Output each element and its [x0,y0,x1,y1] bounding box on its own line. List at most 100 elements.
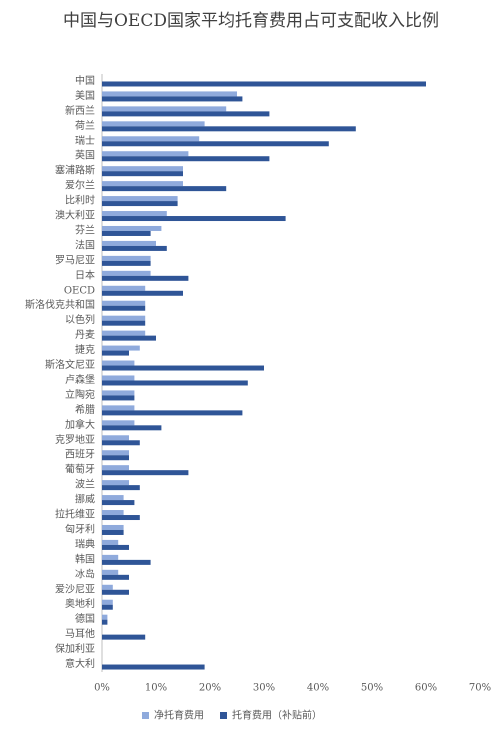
y-tick-label: 荷兰 [75,119,95,132]
y-tick-label: 葡萄牙 [65,463,95,476]
bar [102,285,146,291]
bar [102,136,200,142]
y-tick-label: 爱沙尼亚 [55,582,95,595]
y-tick-label: 英国 [75,149,95,162]
bar [102,315,146,321]
y-tick-label: 瑞典 [75,537,95,550]
y-tick-label: 希腊 [75,403,95,416]
bar [102,330,146,336]
bar [102,81,426,87]
y-tick-label: 芬兰 [75,223,95,236]
y-tick-label: OECD [64,285,95,296]
bar [102,300,146,306]
bar [102,255,151,261]
bar [102,455,129,461]
legend-label: 托育费用（补贴前） [232,709,322,722]
y-tick-label: 以色列 [65,313,95,326]
bar [102,599,113,605]
bar [102,151,189,157]
y-tick-label: 奥地利 [65,597,95,610]
bar [102,569,119,575]
y-tick-label: 拉托维亚 [55,508,95,521]
y-tick-label: 塞浦路斯 [55,164,95,177]
y-tick-label: 澳大利亚 [55,209,95,222]
y-tick-label: 挪威 [75,493,95,506]
bar [102,156,270,162]
bar [102,619,108,625]
bar [102,664,205,670]
bar [102,270,151,276]
bar [102,485,140,491]
bar [102,245,167,251]
bar [102,500,135,506]
y-tick-label: 马耳他 [65,627,95,640]
y-tick-label: 法国 [75,238,95,251]
legend-label: 净托育费用 [154,709,204,722]
bar [102,211,167,217]
y-tick-label: 德国 [75,612,95,625]
bar [102,230,151,236]
y-tick-label: 克罗地亚 [55,433,95,446]
bar [102,450,129,456]
bar [102,395,135,401]
x-tick-label: 30% [253,683,275,694]
y-tick-label: 斯洛文尼亚 [45,358,95,371]
bar [102,614,108,620]
bar [102,186,227,192]
bar [102,260,151,266]
bar [102,425,162,431]
y-tick-label: 韩国 [75,552,95,565]
bar [102,480,129,486]
bar [102,420,135,426]
y-tick-label: 新西兰 [65,104,95,117]
y-tick-label: 卢森堡 [65,373,95,386]
bar [102,584,113,590]
y-tick-label: 波兰 [75,478,95,491]
bar [102,335,156,341]
bar [102,574,129,580]
bar [102,365,264,371]
bar [102,440,140,446]
bar [102,539,119,545]
y-tick-label: 爱尔兰 [65,179,95,192]
bar [102,495,124,501]
y-tick-label: 西班牙 [65,449,95,461]
bar [102,111,270,117]
bar [102,510,124,516]
x-tick-label: 0% [94,683,110,694]
legend-swatch [220,712,227,719]
y-tick-label: 比利时 [65,195,95,207]
bar [102,216,286,222]
bar [102,375,135,381]
x-tick-label: 60% [415,683,437,694]
bar [102,390,135,396]
bar [102,181,183,187]
bar [102,320,146,326]
bar [102,290,183,296]
y-tick-label: 日本 [75,268,95,281]
bar [102,126,356,132]
x-tick-label: 10% [145,683,167,694]
bar [102,529,124,535]
y-tick-label: 匈牙利 [65,522,95,535]
bar [102,380,248,386]
bar [102,201,178,207]
bar [102,141,329,147]
y-tick-label: 捷克 [75,343,95,356]
bar [102,96,243,102]
bar [102,196,178,202]
bar [102,604,113,610]
bar [102,559,151,565]
bar [102,305,146,311]
bar [102,166,183,172]
bar [102,225,162,231]
bar [102,465,129,471]
bar [102,544,129,550]
x-tick-label: 20% [199,683,221,694]
y-tick-label: 斯洛伐克共和国 [25,298,95,311]
bar [102,275,189,281]
bar [102,410,243,416]
bar [102,470,189,476]
